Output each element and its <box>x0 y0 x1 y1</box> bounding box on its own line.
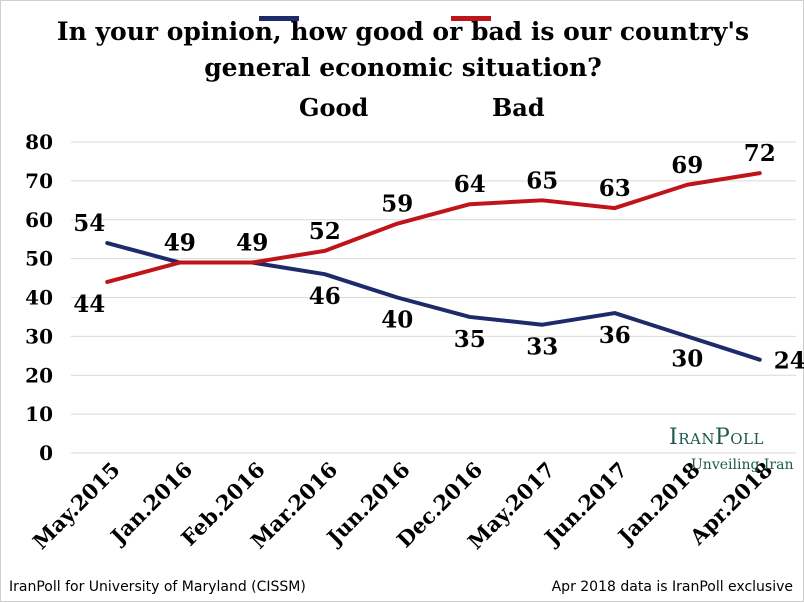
data-label-good: 24 <box>774 348 804 375</box>
y-tick-label: 0 <box>39 441 53 465</box>
legend-swatch-bad <box>451 16 491 21</box>
data-label-good: 30 <box>671 345 703 372</box>
data-label-good: 33 <box>526 334 558 361</box>
data-label-bad: 69 <box>671 152 703 179</box>
data-label-good: 49 <box>236 230 268 257</box>
y-tick-label: 70 <box>25 169 53 193</box>
data-label-good: 40 <box>381 307 413 334</box>
y-tick-label: 30 <box>25 324 53 348</box>
data-label-bad: 49 <box>164 230 196 257</box>
chart-title: In your opinion, how good or bad is our … <box>56 17 750 46</box>
logo-tagline: Unveiling Iran <box>691 457 794 473</box>
iranpoll-logo: IranPoll <box>669 425 764 450</box>
data-label-bad: 52 <box>309 218 341 245</box>
data-label-good: 35 <box>454 326 486 353</box>
footer-source: IranPoll for University of Maryland (CIS… <box>9 579 306 595</box>
legend-swatch-good <box>259 16 299 21</box>
y-tick-label: 10 <box>25 402 53 426</box>
y-tick-label: 50 <box>25 247 53 271</box>
data-label-bad: 44 <box>73 291 105 318</box>
chart-title-line2: general economic situation? <box>204 53 602 82</box>
y-tick-label: 40 <box>25 286 53 310</box>
data-label-bad: 65 <box>526 167 558 194</box>
data-label-good: 46 <box>309 283 341 310</box>
data-label-bad: 72 <box>744 140 776 167</box>
data-label-good: 36 <box>599 322 631 349</box>
legend-label-good: Good <box>299 93 369 122</box>
data-label-bad: 63 <box>599 175 631 202</box>
footer-note: Apr 2018 data is IranPoll exclusive <box>551 579 793 595</box>
y-tick-label: 80 <box>25 130 53 154</box>
legend-label-bad: Bad <box>492 93 545 122</box>
data-label-bad: 49 <box>236 230 268 257</box>
data-label-bad: 64 <box>454 171 486 198</box>
y-tick-label: 20 <box>25 363 53 387</box>
y-tick-label: 60 <box>25 208 53 232</box>
x-tick-label: May.2015 <box>28 457 125 554</box>
series-line-bad <box>105 171 762 284</box>
data-label-bad: 59 <box>381 191 413 218</box>
data-label-good: 49 <box>164 230 196 257</box>
data-label-good: 54 <box>73 210 105 237</box>
